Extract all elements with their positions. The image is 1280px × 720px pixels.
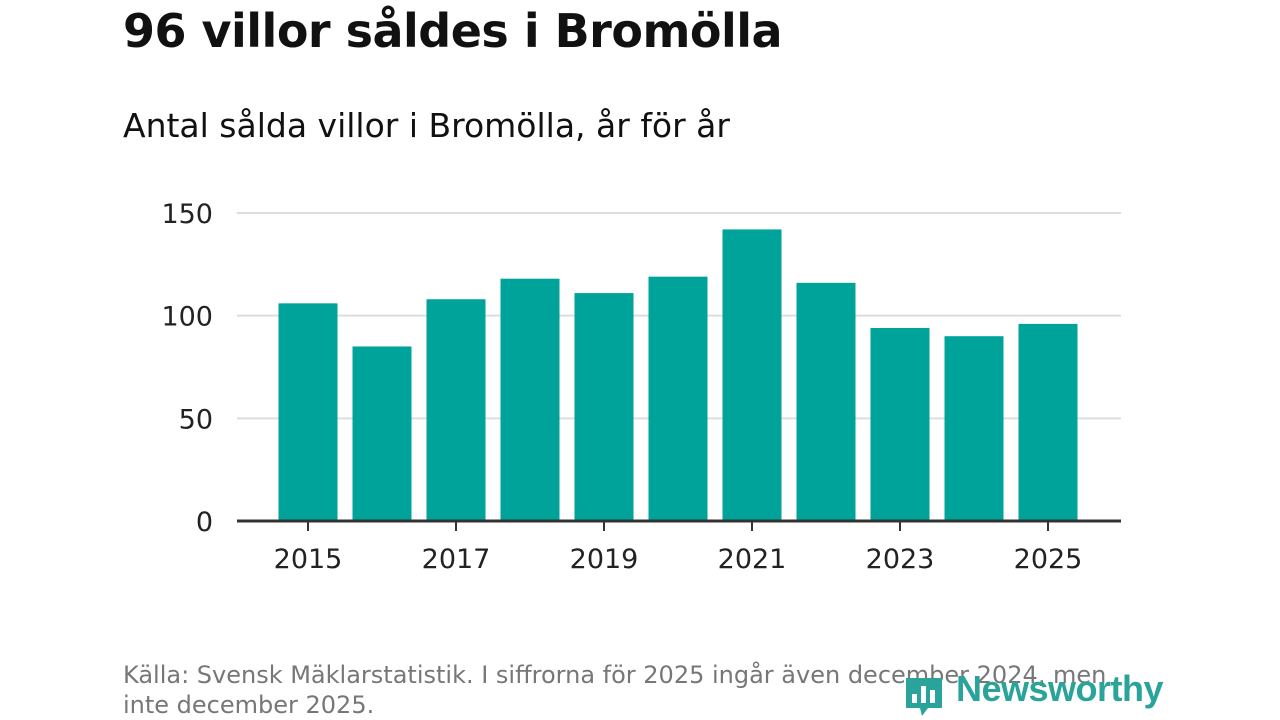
tick-labels: 0 50 100 150 2015 2017 2019 2021 2023 2025 (161, 199, 1082, 575)
bar-2018 (500, 278, 560, 521)
bar-2019 (574, 293, 634, 521)
x-tick-label-2015: 2015 (274, 544, 343, 575)
bar-2024 (944, 336, 1004, 521)
bar-2017 (426, 299, 486, 521)
bars (278, 229, 1078, 521)
bar-chart-logo-icon (906, 678, 942, 716)
y-tick-label-50: 50 (179, 404, 213, 435)
bar-2015 (278, 303, 338, 521)
bar-chart: 0 50 100 150 2015 2017 2019 2021 2023 2025 (161, 199, 1121, 575)
y-tick-label-100: 100 (161, 302, 213, 333)
source-note: Källa: Svensk Mäklarstatistik. I siffror… (123, 661, 1107, 719)
x-tick-label-2021: 2021 (718, 544, 787, 575)
chart-title: 96 villor såldes i Bromölla (123, 4, 783, 58)
x-tick-label-2023: 2023 (866, 544, 935, 575)
y-tick-label-0: 0 (196, 507, 213, 538)
chart-subtitle: Antal sålda villor i Bromölla, år för år (123, 106, 730, 145)
y-tick-label-150: 150 (161, 199, 213, 230)
bar-2021 (722, 229, 782, 521)
logo-wordmark: Newsworthy (956, 668, 1164, 709)
newsworthy-logo: Newsworthy (902, 668, 1164, 720)
bar-2023 (870, 327, 930, 521)
x-tick-label-2019: 2019 (570, 544, 639, 575)
bar-2022 (796, 282, 856, 521)
axes (237, 519, 1121, 531)
x-tick-label-2017: 2017 (422, 544, 491, 575)
bar-2016 (352, 346, 412, 521)
x-tick-label-2025: 2025 (1014, 544, 1083, 575)
bar-2025 (1018, 323, 1078, 521)
bar-2020 (648, 276, 708, 521)
